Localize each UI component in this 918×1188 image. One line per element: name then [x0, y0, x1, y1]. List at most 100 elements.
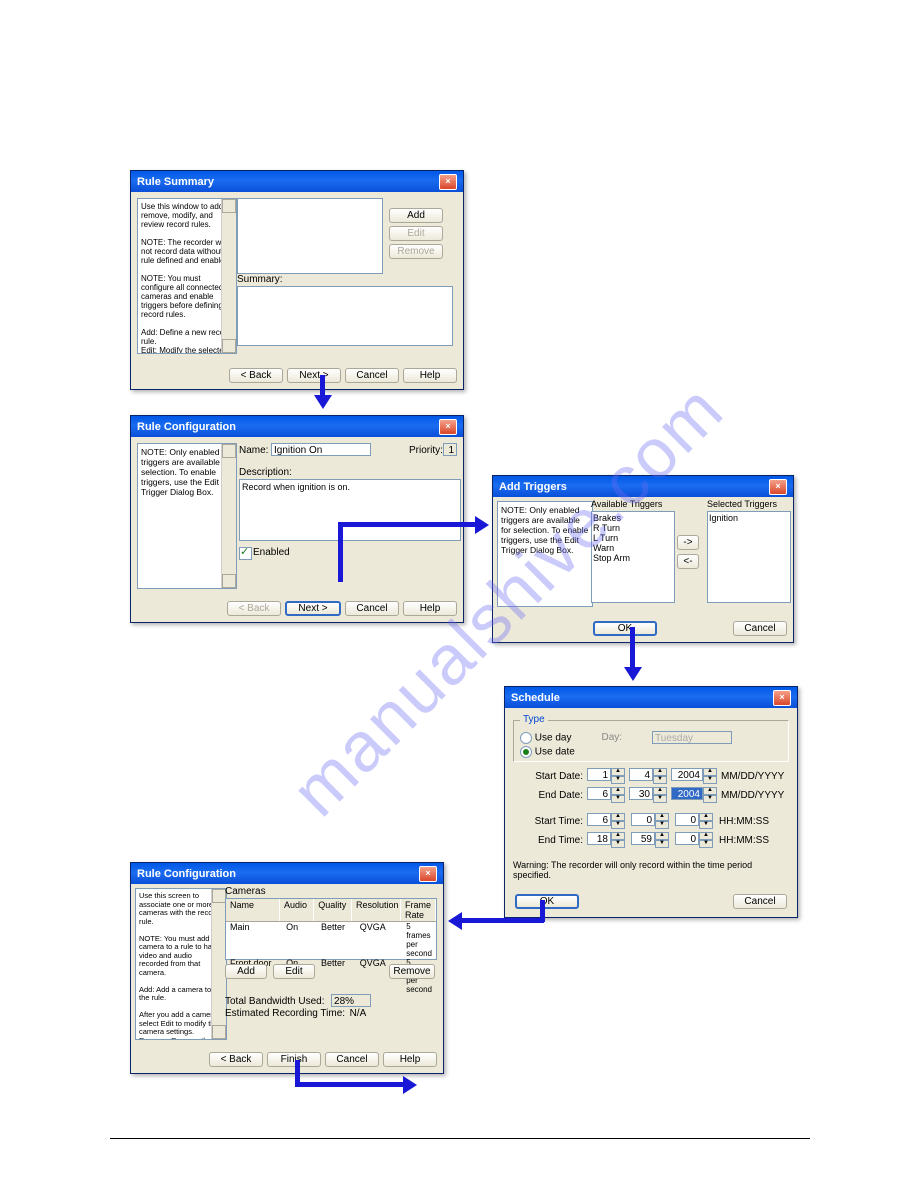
list-item[interactable]: R Turn — [593, 523, 673, 533]
st-m[interactable]: 0▲▼ — [631, 813, 671, 829]
ed-month[interactable]: 6▲▼ — [587, 787, 625, 803]
note-panel: Use this window to add, remove, modify, … — [137, 198, 237, 354]
col-fr[interactable]: Frame Rate — [401, 899, 436, 921]
col-res[interactable]: Resolution — [352, 899, 401, 921]
scrollbar[interactable] — [221, 199, 236, 353]
list-item[interactable]: Ignition — [709, 513, 789, 523]
close-icon[interactable]: × — [439, 174, 457, 190]
arrow — [338, 522, 478, 527]
col-quality[interactable]: Quality — [314, 899, 352, 921]
close-icon[interactable]: × — [439, 419, 457, 435]
ok-button[interactable]: OK — [515, 894, 579, 909]
edit-button[interactable]: Edit — [273, 964, 315, 979]
arrow-head — [314, 395, 332, 409]
usedate-label: Use date — [535, 747, 575, 758]
list-item[interactable]: L Turn — [593, 533, 673, 543]
table-row[interactable]: Main On Better QVGA 5 frames per second — [226, 922, 436, 958]
date-format: MM/DD/YYYY — [721, 790, 791, 801]
titlebar[interactable]: Rule Configuration × — [131, 416, 463, 437]
note-panel: Use this screen to associate one or more… — [135, 888, 227, 1040]
title: Rule Configuration — [137, 868, 236, 880]
day-select: Tuesday — [652, 731, 732, 744]
sd-year[interactable]: 2004▲▼ — [671, 768, 717, 784]
finish-button[interactable]: Finish — [267, 1052, 321, 1067]
note-text: Use this window to add, remove, modify, … — [141, 202, 233, 354]
sd-month[interactable]: 1▲▼ — [587, 768, 625, 784]
bw-label: Total Bandwidth Used: — [225, 996, 325, 1007]
endtime-label: End Time: — [513, 835, 583, 846]
rule-config-dialog-1: Rule Configuration × NOTE: Only enabled … — [130, 415, 464, 623]
arrow-head — [624, 667, 642, 681]
scrollbar[interactable] — [221, 444, 236, 588]
usedate-radio[interactable] — [520, 746, 532, 758]
close-icon[interactable]: × — [773, 690, 791, 706]
scrollbar[interactable] — [211, 889, 226, 1039]
warning-text: Warning: The recorder will only record w… — [513, 860, 789, 880]
summary-label: Summary: — [237, 274, 283, 285]
add-button[interactable]: Add — [225, 964, 267, 979]
next-button[interactable]: Next > — [287, 368, 341, 383]
cameras-table[interactable]: Name Audio Quality Resolution Frame Rate… — [225, 898, 437, 960]
divider — [110, 1138, 810, 1139]
cancel-button[interactable]: Cancel — [345, 601, 399, 616]
move-left-button[interactable]: <- — [677, 554, 699, 569]
titlebar[interactable]: Schedule × — [505, 687, 797, 708]
help-button[interactable]: Help — [403, 368, 457, 383]
list-item[interactable]: Brakes — [593, 513, 673, 523]
st-h[interactable]: 6▲▼ — [587, 813, 627, 829]
ok-button[interactable]: OK — [593, 621, 657, 636]
rule-config-dialog-2: Rule Configuration × Use this screen to … — [130, 862, 444, 1074]
note-text: NOTE: Only enabled triggers are availabl… — [501, 505, 589, 555]
et-h[interactable]: 18▲▼ — [587, 832, 627, 848]
col-name[interactable]: Name — [226, 899, 280, 921]
cancel-button[interactable]: Cancel — [733, 621, 787, 636]
available-list[interactable]: Brakes R Turn L Turn Warn Stop Arm — [591, 511, 675, 603]
titlebar[interactable]: Rule Summary × — [131, 171, 463, 192]
selected-list[interactable]: Ignition — [707, 511, 791, 603]
useday-radio[interactable] — [520, 732, 532, 744]
rule-list[interactable] — [237, 198, 383, 274]
cancel-button[interactable]: Cancel — [345, 368, 399, 383]
enabled-label: Enabled — [253, 547, 290, 558]
note-text: NOTE: Only enabled triggers are availabl… — [141, 447, 233, 497]
titlebar[interactable]: Rule Configuration × — [131, 863, 443, 884]
close-icon[interactable]: × — [419, 866, 437, 882]
move-right-button[interactable]: -> — [677, 535, 699, 550]
add-button[interactable]: Add — [389, 208, 443, 223]
back-button[interactable]: < Back — [209, 1052, 263, 1067]
back-button[interactable]: < Back — [229, 368, 283, 383]
ed-year[interactable]: 2004▲▼ — [671, 787, 717, 803]
starttime-label: Start Time: — [513, 816, 583, 827]
priority-input: 1 — [443, 443, 457, 456]
summary-box — [237, 286, 453, 346]
next-button[interactable]: Next > — [285, 601, 341, 616]
list-item[interactable]: Stop Arm — [593, 553, 673, 563]
available-label: Available Triggers — [591, 499, 662, 509]
et-s[interactable]: 0▲▼ — [675, 832, 715, 848]
arrow-head — [475, 516, 489, 534]
description-input[interactable]: Record when ignition is on. — [239, 479, 461, 541]
note-panel: NOTE: Only enabled triggers are availabl… — [137, 443, 237, 589]
remove-button[interactable]: Remove — [389, 964, 435, 979]
ed-day[interactable]: 30▲▼ — [629, 787, 667, 803]
col-audio[interactable]: Audio — [280, 899, 314, 921]
arrow — [338, 522, 343, 582]
time-format: HH:MM:SS — [719, 835, 789, 846]
cancel-button[interactable]: Cancel — [325, 1052, 379, 1067]
close-icon[interactable]: × — [769, 479, 787, 495]
help-button[interactable]: Help — [403, 601, 457, 616]
selected-label: Selected Triggers — [707, 499, 777, 509]
arrow-head — [403, 1076, 417, 1094]
list-item[interactable]: Warn — [593, 543, 673, 553]
titlebar[interactable]: Add Triggers × — [493, 476, 793, 497]
arrow — [295, 1082, 405, 1087]
help-button[interactable]: Help — [383, 1052, 437, 1067]
enabled-checkbox[interactable] — [239, 547, 252, 560]
arrow — [630, 627, 635, 669]
title: Add Triggers — [499, 481, 567, 493]
et-m[interactable]: 59▲▼ — [631, 832, 671, 848]
cancel-button[interactable]: Cancel — [733, 894, 787, 909]
st-s[interactable]: 0▲▼ — [675, 813, 715, 829]
name-input[interactable]: Ignition On — [271, 443, 371, 456]
sd-day[interactable]: 4▲▼ — [629, 768, 667, 784]
